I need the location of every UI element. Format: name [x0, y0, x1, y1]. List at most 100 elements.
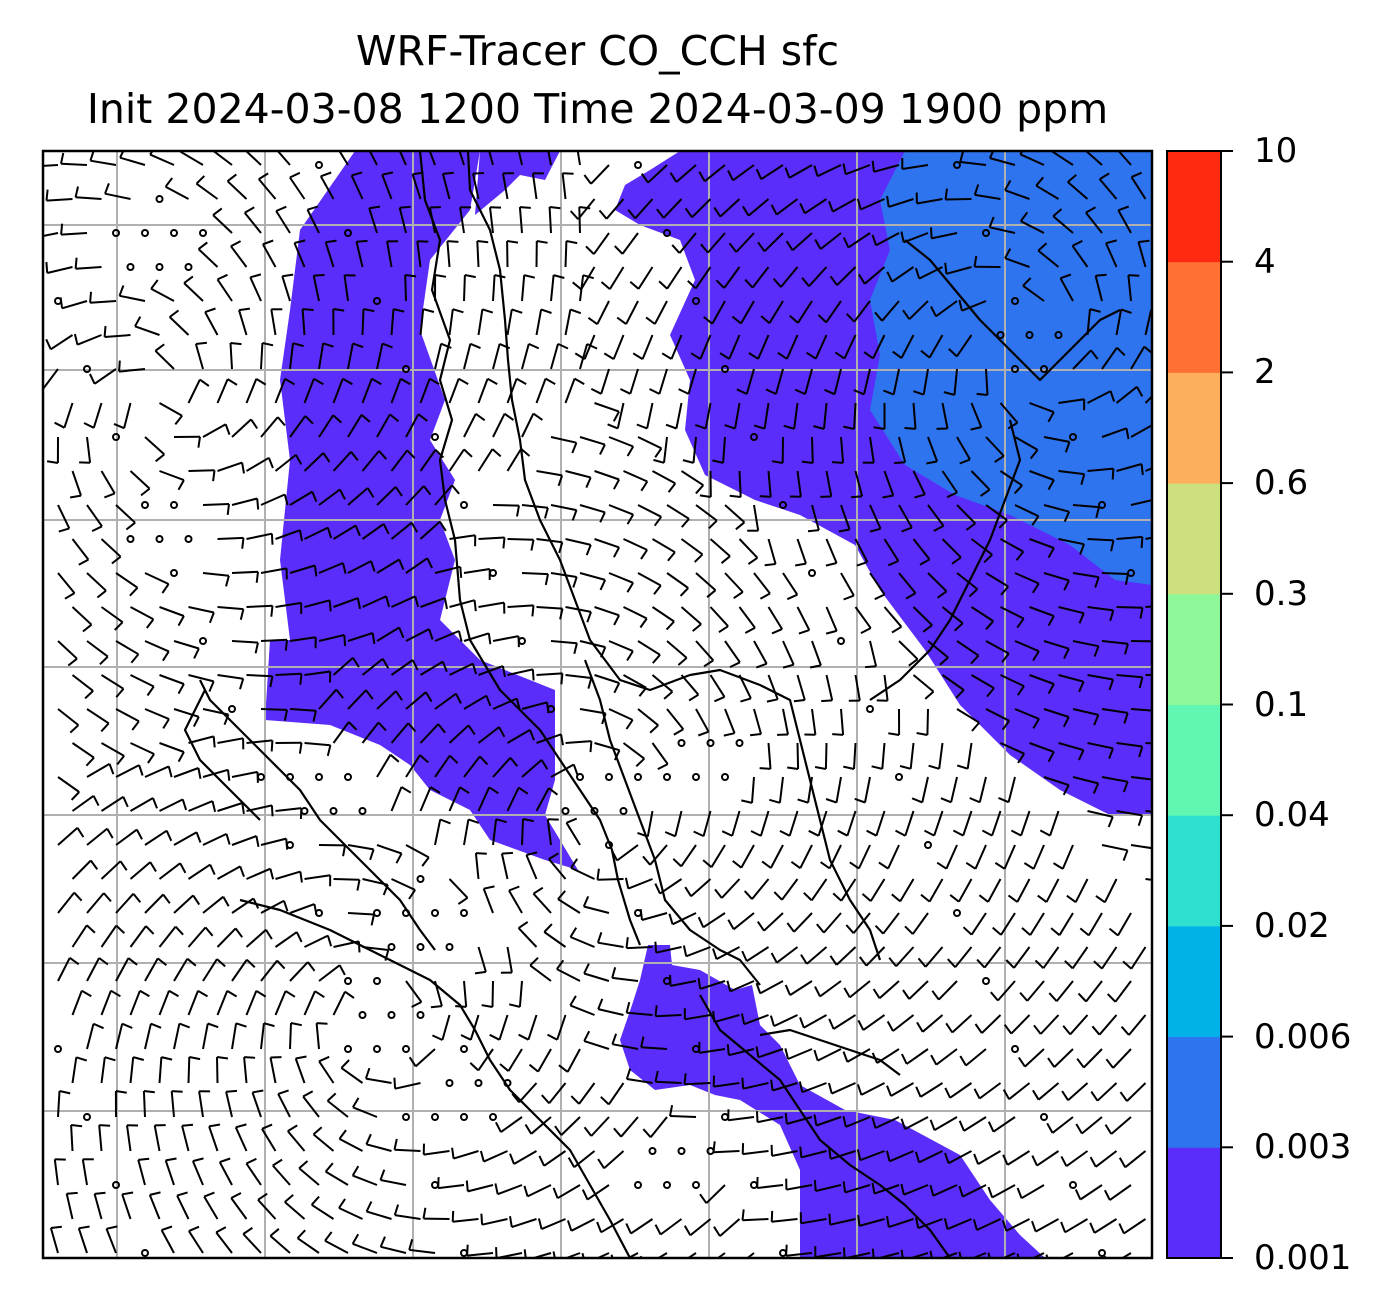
wind-barb: [434, 565, 463, 578]
wind-barb: [1062, 1014, 1089, 1036]
wind-barb: [202, 503, 230, 516]
wind-barb: [105, 1225, 118, 1254]
wind-barb: [843, 980, 871, 999]
wind-barb: [434, 274, 447, 302]
wind-barb: [277, 1089, 291, 1118]
wind-barb: [970, 470, 991, 497]
calm-wind-circle: [257, 773, 265, 781]
wind-barb: [129, 797, 158, 812]
calm-wind-circle: [692, 297, 700, 305]
wind-barb: [281, 273, 294, 302]
wind-barb: [632, 334, 654, 360]
wind-barb: [1087, 742, 1114, 759]
wind-barb: [665, 402, 683, 430]
calm-wind-circle: [373, 977, 381, 985]
wind-barb: [1145, 467, 1152, 472]
wind-barb: [723, 708, 736, 737]
wind-barb: [351, 1165, 378, 1186]
wind-barb: [1000, 674, 1025, 696]
wind-barb: [610, 1252, 639, 1258]
calm-wind-circle: [373, 297, 381, 305]
wind-barb: [422, 1143, 450, 1156]
wind-barb: [678, 368, 697, 395]
wind-barb: [274, 931, 303, 948]
wind-barb: [361, 377, 382, 404]
wind-barb: [1106, 980, 1132, 1003]
wind-barb: [583, 1030, 610, 1050]
wind-barb: [1127, 274, 1140, 302]
calm-wind-circle: [387, 943, 396, 951]
wind-barb: [724, 504, 746, 531]
wind-barb: [564, 308, 582, 336]
wind-barb: [782, 572, 799, 601]
wind-barb: [216, 927, 243, 948]
wind-barb: [594, 538, 620, 558]
wind-barb: [579, 504, 606, 523]
wind-barb: [71, 859, 99, 880]
wind-barb: [65, 1191, 78, 1220]
wind-barb: [976, 368, 989, 396]
wind-barb: [854, 538, 869, 567]
wind-barb: [257, 1192, 277, 1220]
wind-barb: [827, 1082, 856, 1095]
colorbar: [1167, 150, 1233, 1259]
wind-barb: [86, 1022, 104, 1050]
wind-barb: [1090, 1082, 1118, 1102]
wind-barb: [738, 538, 759, 565]
calm-wind-circle: [663, 773, 671, 781]
wind-barb: [1007, 878, 1031, 903]
wind-barb: [474, 852, 487, 880]
wind-barb: [88, 368, 117, 385]
colorbar-segment: [1167, 151, 1221, 263]
wind-barb: [188, 606, 215, 624]
calm-wind-circle: [996, 331, 1005, 339]
wind-barb: [376, 844, 403, 864]
tracer-plume-north-strip: [475, 151, 560, 215]
wind-barb: [391, 878, 416, 900]
wind-barb: [756, 912, 784, 932]
wind-barb: [594, 606, 620, 626]
wind-barb: [656, 198, 683, 219]
calm-wind-circle: [416, 943, 425, 951]
wind-barb: [807, 504, 820, 533]
wind-barb: [144, 829, 173, 846]
wind-barb: [318, 634, 347, 647]
wind-barb: [885, 1150, 914, 1163]
wind-barb: [191, 1157, 204, 1186]
wind-barb: [393, 1204, 421, 1220]
wind-barb: [1144, 308, 1152, 336]
wind-barb: [832, 878, 857, 902]
wind-barb: [900, 231, 929, 244]
wind-barb: [557, 890, 581, 914]
wind-barb: [272, 1158, 291, 1186]
wind-barb: [1075, 1116, 1103, 1135]
wind-barb: [782, 640, 795, 669]
wind-barb: [800, 946, 828, 965]
wind-barb: [1145, 536, 1152, 540]
wind-barb: [134, 316, 160, 336]
wind-barb: [179, 151, 204, 166]
wind-barb: [347, 342, 364, 370]
wind-barb: [1101, 572, 1129, 585]
wind-barb: [270, 308, 283, 336]
wind-barb: [623, 538, 648, 560]
wind-barb: [488, 151, 494, 166]
wind-barb: [115, 640, 140, 664]
wind-barb: [920, 878, 944, 903]
wind-barb: [597, 1150, 625, 1170]
wind-barb: [1072, 504, 1100, 519]
calm-wind-circle: [344, 229, 352, 237]
wind-barb: [753, 402, 770, 430]
wind-barb: [965, 844, 987, 870]
wind-barb: [625, 1218, 654, 1235]
wind-barb: [326, 1092, 349, 1118]
wind-barb: [376, 413, 400, 438]
wind-barb: [234, 1123, 248, 1152]
calm-wind-circle: [344, 977, 352, 985]
wind-barb: [695, 640, 715, 668]
wind-barb: [1091, 1014, 1118, 1036]
wind-barb: [405, 754, 429, 778]
calm-wind-circle: [83, 365, 91, 373]
wind-barb: [952, 810, 973, 837]
wind-barb: [245, 378, 267, 404]
